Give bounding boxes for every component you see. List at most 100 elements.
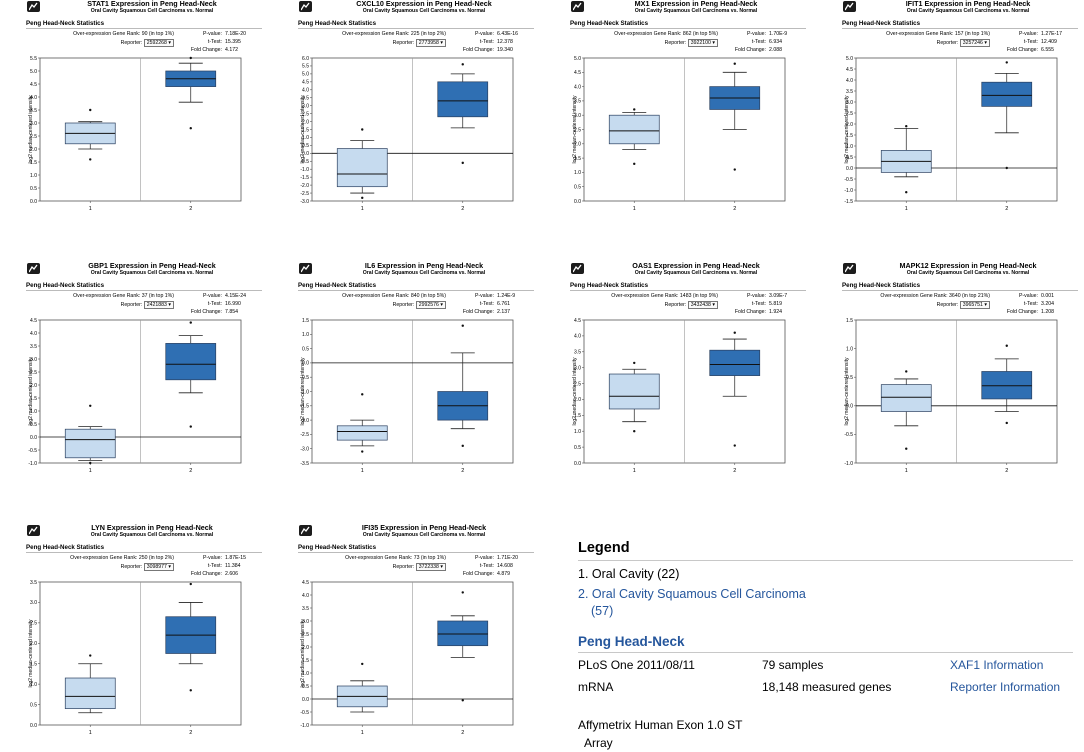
- reporter-select[interactable]: 3432438 ▾: [687, 301, 718, 309]
- reporter-select[interactable]: 3965751 ▾: [959, 301, 990, 309]
- stats-divider: [298, 290, 534, 291]
- y-tick-label: 3.5: [30, 108, 37, 114]
- y-tick-label: -2.0: [300, 183, 309, 189]
- chart-icon[interactable]: [843, 263, 856, 274]
- y-tick-label: 0.0: [846, 166, 853, 172]
- fold-change-value: 1.208: [1041, 309, 1054, 315]
- reporter-select[interactable]: 2992576 ▾: [415, 301, 446, 309]
- chart-icon[interactable]: [299, 1, 312, 12]
- outlier-point: [461, 63, 464, 66]
- outlier-point: [905, 191, 908, 194]
- p-value-label: P-value:: [746, 31, 766, 37]
- y-tick-label: 4.5: [846, 67, 853, 73]
- outlier-point: [189, 127, 192, 130]
- box-tumor: [165, 56, 217, 130]
- iqr-box: [165, 343, 217, 381]
- stats-divider: [26, 552, 262, 553]
- t-test-value: 12.409: [1041, 39, 1057, 45]
- box-tumor: [165, 321, 217, 428]
- panel-lyn: LYN Expression in Peng Head-Neck Oral Cav…: [26, 524, 262, 740]
- y-tick-label: 4.0: [574, 334, 581, 340]
- chart-icon[interactable]: [27, 1, 40, 12]
- chart-icon[interactable]: [571, 1, 584, 12]
- chart-icon[interactable]: [571, 263, 584, 274]
- y-axis-label: log2 median-centered intensity: [844, 95, 850, 164]
- box-plot: log2 median-centered intensity -1.0 -0.5 0.…: [28, 318, 242, 474]
- outlier-point: [461, 324, 464, 327]
- chart-icon[interactable]: [299, 263, 312, 274]
- p-value-label: P-value:: [202, 31, 222, 37]
- reporter-select[interactable]: 2421883 ▾: [143, 301, 174, 309]
- outlier-point: [461, 699, 464, 702]
- chart-icon[interactable]: [27, 263, 40, 274]
- chart-title: LYN Expression in Peng Head-Neck: [91, 523, 213, 532]
- gene-rank-value: 840 (in top 5%): [410, 293, 446, 299]
- box-normal: [608, 108, 660, 166]
- dataset-title[interactable]: Peng Head-Neck: [578, 634, 685, 649]
- y-tick-label: 3.5: [574, 350, 581, 356]
- t-test-value: 12.378: [497, 39, 513, 45]
- outlier-point: [905, 370, 908, 373]
- reporter-select[interactable]: 3922100 ▾: [687, 39, 718, 47]
- y-tick-label: 0.0: [846, 404, 853, 410]
- iqr-box: [608, 114, 660, 145]
- reporter-select[interactable]: 3722338 ▾: [415, 563, 446, 571]
- fold-change-label: Fold Change:: [190, 571, 222, 577]
- outlier-point: [89, 404, 92, 407]
- iqr-box: [437, 81, 489, 118]
- y-axis-label: log2 median-centered intensity: [28, 95, 34, 164]
- gene-rank-row: Over-expression Gene Rank: 90 (in top 1%…: [73, 31, 174, 38]
- y-tick-label: 5.5: [302, 64, 309, 70]
- y-tick-label: 3.5: [574, 99, 581, 105]
- chart-icon[interactable]: [27, 525, 40, 536]
- reporter-select[interactable]: 3257246 ▾: [959, 39, 990, 47]
- reporter-select[interactable]: 3098977 ▾: [143, 563, 174, 571]
- reporter-information-link[interactable]: Reporter Information: [950, 680, 1061, 694]
- outlier-point: [361, 393, 364, 396]
- chevron-down-icon: ▾: [984, 40, 987, 46]
- y-tick-label: 3.0: [302, 103, 309, 109]
- xaf1-information-link[interactable]: XAF1 Information: [950, 658, 1044, 672]
- box-tumor: [165, 582, 217, 692]
- gene-rank-row: Over-expression Gene Rank: 37 (in top 1%…: [73, 293, 174, 300]
- box-normal: [336, 128, 388, 200]
- panel-ifit1: IFIT1 Expression in Peng Head-Neck Oral C…: [842, 0, 1078, 216]
- y-tick-label: 0.5: [302, 684, 309, 690]
- box-plot: log2 median-centered intensity -1.5 -1.0 -0…: [844, 56, 1058, 212]
- dataset-samples: 79 samples: [762, 658, 824, 672]
- y-tick-label: 3.5: [302, 96, 309, 102]
- y-tick-label: 3.0: [574, 113, 581, 119]
- box-plot: log2 median-centered intensity 0.0 0.5 1.0 1…: [28, 580, 242, 736]
- box-normal: [336, 662, 388, 713]
- y-tick-label: 2.0: [30, 641, 37, 647]
- x-tick-label: 1: [361, 468, 364, 474]
- reporter-label: Reporter:: [392, 40, 415, 46]
- chart-icon[interactable]: [299, 525, 312, 536]
- fold-change-label: Fold Change:: [190, 309, 222, 315]
- y-tick-label: -0.5: [300, 710, 309, 716]
- y-tick-label: 4.5: [30, 82, 37, 88]
- y-tick-label: 0.0: [30, 435, 37, 441]
- iqr-box: [64, 677, 116, 710]
- y-tick-label: 1.0: [302, 671, 309, 677]
- y-tick-label: 0.5: [302, 346, 309, 352]
- stats-title: Peng Head-Neck Statistics: [26, 282, 105, 289]
- t-test-value: 3.204: [1041, 301, 1054, 307]
- x-tick-label: 1: [633, 206, 636, 212]
- reporter-select[interactable]: 2592268 ▾: [143, 39, 174, 47]
- y-tick-label: 1.5: [846, 133, 853, 139]
- reporter-label: Reporter:: [120, 40, 143, 46]
- chevron-down-icon: ▾: [984, 302, 987, 308]
- chevron-down-icon: ▾: [440, 40, 443, 46]
- outlier-point: [733, 168, 736, 171]
- reporter-select[interactable]: 2773958 ▾: [415, 39, 446, 47]
- fold-change-value: 4.879: [497, 571, 510, 577]
- chart-subtitle: Oral Cavity Squamous Cell Carcinoma vs. …: [634, 270, 758, 276]
- legend-item-oscc-line1: 2. Oral Cavity Squamous Cell Carcinoma: [578, 587, 806, 601]
- y-tick-label: -3.0: [300, 199, 309, 205]
- box-tumor: [437, 63, 489, 165]
- dataset-platform-line2: Array: [584, 736, 613, 750]
- stats-title: Peng Head-Neck Statistics: [570, 20, 649, 27]
- legend-item-oscc-line2: (57): [591, 604, 614, 618]
- chart-icon[interactable]: [843, 1, 856, 12]
